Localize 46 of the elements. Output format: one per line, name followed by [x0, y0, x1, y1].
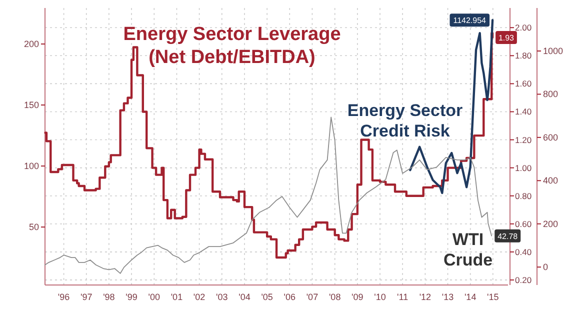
y2-tick-label: 0.20	[515, 274, 532, 285]
y3-tick-label: 0	[543, 262, 548, 272]
y2-tick-label: 0.80	[515, 190, 532, 201]
y2-tick-label: 0.40	[515, 246, 532, 257]
y-tick-label: 150	[24, 100, 39, 110]
data-label: 42.78	[498, 232, 518, 241]
y2-tick-label: 2.00	[515, 22, 532, 33]
y2-tick-label: 1.80	[515, 50, 532, 61]
series-label: WTI Crude	[443, 230, 493, 270]
x-tick-label: '13	[442, 292, 454, 302]
y3-tick-label: 1000	[543, 46, 564, 56]
y3-tick-label: 400	[543, 176, 558, 186]
y2-tick-label: 1.40	[515, 106, 532, 117]
x-tick-label: '15	[487, 292, 499, 302]
y3-tick-label: 200	[543, 218, 558, 229]
y3-tick-label: 600	[543, 132, 558, 142]
x-tick-label: '08	[328, 292, 341, 302]
y2-tick-label: 1.00	[515, 162, 532, 173]
y2-tick-label: 1.60	[515, 78, 532, 89]
series-label: Energy Sector Credit Risk	[347, 101, 464, 140]
y3-tick-label: 800	[543, 89, 558, 100]
x-tick-label: '11	[397, 292, 408, 302]
x-tick-label: '01	[170, 292, 183, 302]
y-tick-label: 100	[24, 161, 39, 172]
y-tick-label: 50	[28, 222, 39, 232]
x-tick-label: '02	[193, 292, 206, 302]
x-tick-label: '06	[284, 292, 296, 302]
x-tick-label: '07	[306, 292, 318, 302]
x-tick-label: '12	[419, 292, 432, 302]
data-label: 1142.954	[453, 16, 487, 26]
data-label: 1.93	[498, 33, 515, 42]
y-tick-label: 200	[24, 39, 39, 49]
x-tick-label: '96	[58, 292, 70, 302]
x-tick-label: '10	[374, 292, 386, 302]
x-tick-label: '00	[148, 292, 160, 302]
x-tick-label: '14	[464, 292, 476, 302]
x-tick-label: '97	[80, 292, 92, 302]
y2-tick-label: 1.20	[515, 134, 532, 145]
series-label: Energy Sector Leverage (Net Debt/EBITDA)	[123, 24, 341, 68]
x-tick-label: '05	[261, 292, 273, 302]
y2-tick-label: 0.60	[515, 218, 532, 229]
x-tick-label: '98	[103, 292, 115, 302]
x-tick-label: '99	[126, 292, 138, 302]
x-tick-label: '04	[238, 292, 250, 302]
x-tick-label: '09	[352, 292, 364, 302]
x-tick-label: '03	[216, 292, 228, 302]
